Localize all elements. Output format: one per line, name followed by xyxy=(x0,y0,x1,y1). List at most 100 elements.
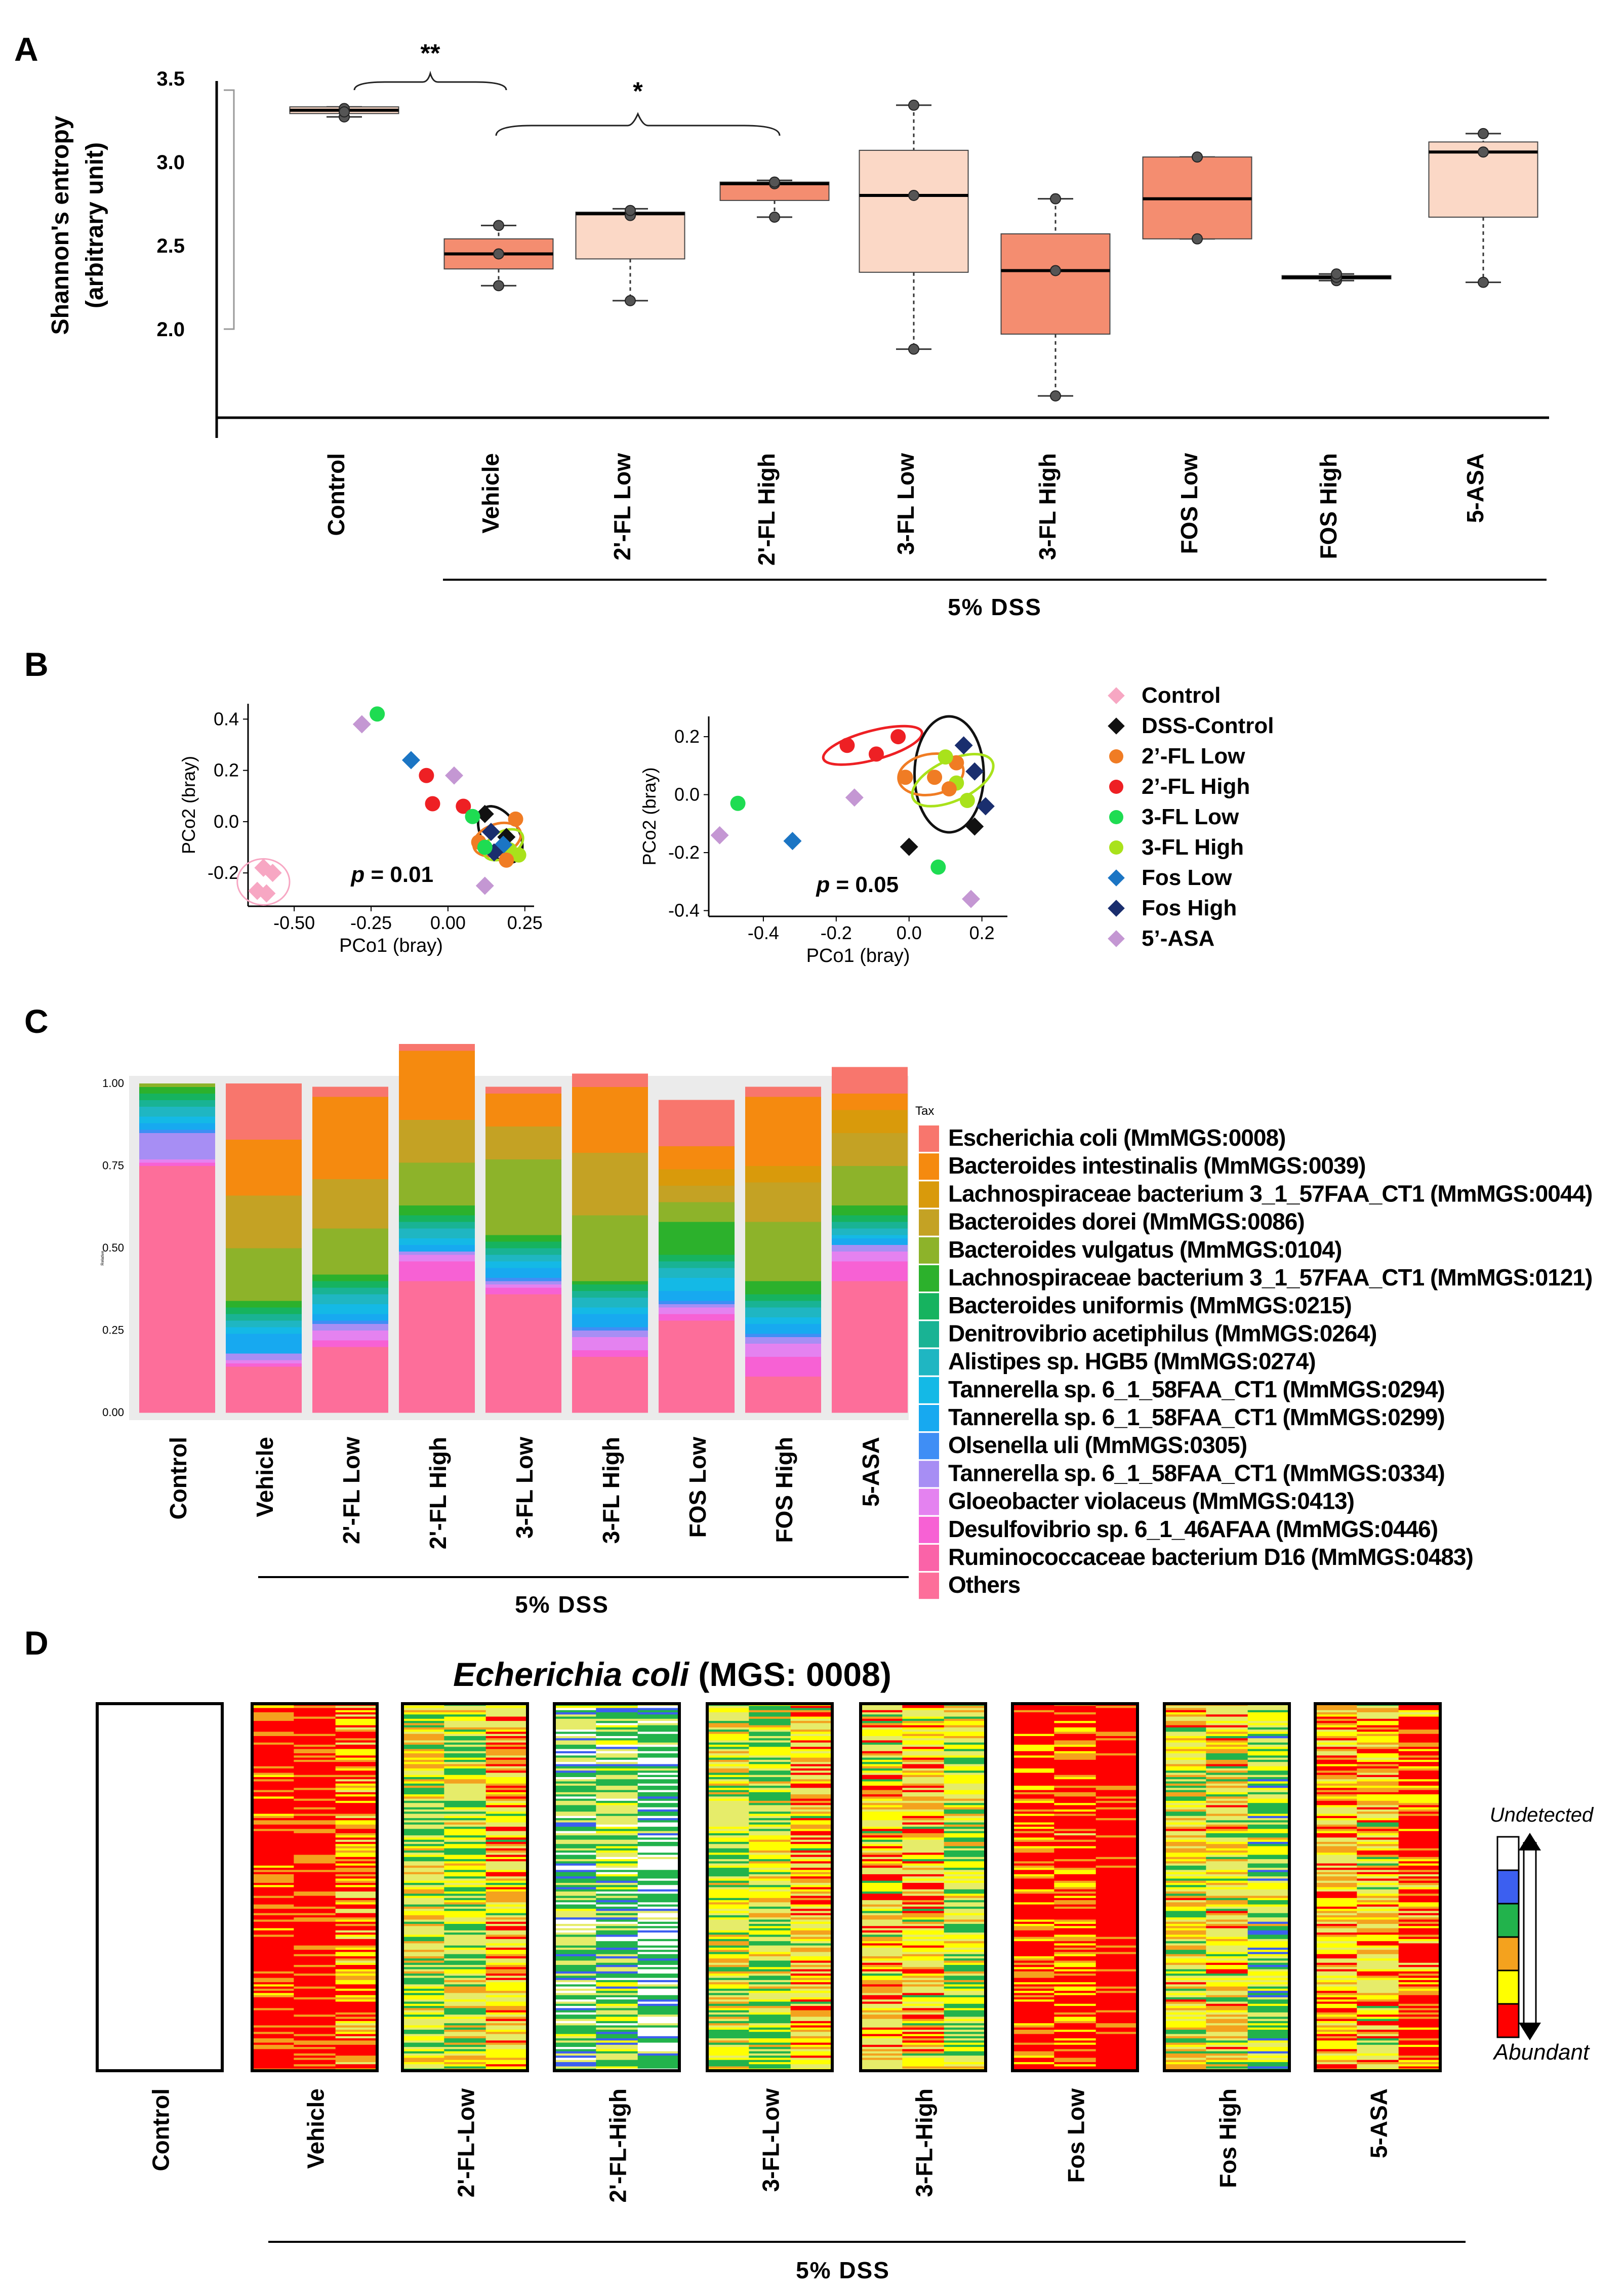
bar-segment-lachnospiraceae-bacterium-3-1-57faa-ct1-mmmgs-0121 xyxy=(832,1205,908,1216)
heatmap-cell xyxy=(1012,2001,1054,2004)
heatmap-cell xyxy=(944,1716,986,1719)
heatmap-cell xyxy=(294,1792,336,1795)
heatmap-cell xyxy=(1247,1742,1290,1745)
heatmap-cell xyxy=(252,2053,294,2056)
heatmap-cell xyxy=(1206,1969,1248,1972)
heatmap-cell xyxy=(861,1736,903,1739)
heatmap-cell xyxy=(707,1939,749,1942)
heatmap-cell xyxy=(944,1887,986,1890)
heatmap-cell xyxy=(707,1891,749,1894)
heatmap-cell xyxy=(485,1729,528,1733)
heatmap-cell xyxy=(252,1904,294,1907)
heatmap-cell xyxy=(1206,1971,1248,1974)
heatmap-cell xyxy=(1315,2003,1357,2006)
heatmap-cell xyxy=(335,1796,378,1799)
heatmap-cell xyxy=(1315,1768,1357,1771)
heatmap-cell xyxy=(402,1807,444,1810)
heatmap-cell xyxy=(1095,1917,1138,1920)
heatmap-cell xyxy=(1247,2038,1290,2041)
heatmap-cell xyxy=(707,1919,749,1922)
bar-segment-denitrovibrio-acetiphilus-mmmgs-0264 xyxy=(572,1291,648,1298)
heatmap-cell xyxy=(790,1844,833,1847)
heatmap-cell xyxy=(1398,1874,1441,1877)
heatmap-cell xyxy=(402,1960,444,1963)
heatmap-cell xyxy=(790,1991,833,1994)
heatmap-cell xyxy=(1012,1794,1054,1797)
heatmap-cell xyxy=(1012,1870,1054,1873)
heatmap-cell xyxy=(252,1855,294,1858)
heatmap-cell xyxy=(1054,1714,1097,1717)
heatmap-cell xyxy=(1012,1937,1054,1940)
heatmap-cell xyxy=(485,2038,528,2041)
heatmap-cell xyxy=(790,1827,833,1829)
box-fos-low xyxy=(1142,151,1252,245)
heatmap-cell xyxy=(335,1954,378,1957)
heatmap-cell xyxy=(485,1710,528,1713)
heatmap-cell xyxy=(1398,1794,1441,1797)
heatmap-cell xyxy=(444,1770,486,1774)
heatmap-cell xyxy=(1357,1954,1399,1957)
heatmap-cell xyxy=(596,1984,638,1987)
heatmap-cell xyxy=(861,1870,903,1873)
heatmap-cell xyxy=(944,1850,986,1853)
heatmap-cell xyxy=(485,1839,528,1842)
heatmap-cell xyxy=(485,1950,528,1953)
heatmap-cell xyxy=(335,2064,378,2067)
bar-segment-olsenella-uli-mmmgs-0305 xyxy=(485,1277,561,1281)
heatmap-cell xyxy=(944,1816,986,1819)
legend-swatch xyxy=(919,1433,939,1460)
heatmap-cell xyxy=(402,1943,444,1946)
heatmap-cell xyxy=(1095,1924,1138,1926)
heatmap-cell xyxy=(1164,1714,1206,1717)
heatmap-cell xyxy=(902,1991,945,1994)
p-symbol: p xyxy=(350,862,364,887)
heatmap-cell xyxy=(1247,1965,1290,1967)
heatmap-cell xyxy=(707,1921,749,1924)
x-tick-label: 5-ASA xyxy=(1366,2088,1392,2158)
heatmap-cell xyxy=(444,1999,486,2002)
heatmap-cell xyxy=(1398,1995,1441,1998)
point-5-asa xyxy=(710,826,729,844)
heatmap-cell xyxy=(902,2032,945,2035)
heatmap-cell xyxy=(1247,2029,1290,2032)
heatmap-cell xyxy=(1398,1800,1441,1803)
heatmap-cell xyxy=(707,1706,749,1709)
heatmap-cell xyxy=(485,1725,528,1728)
heatmap-cell xyxy=(749,1740,791,1743)
heatmap-cell xyxy=(637,1764,680,1767)
bar-segment-denitrovibrio-acetiphilus-mmmgs-0264 xyxy=(399,1222,475,1229)
heatmap-cell xyxy=(1206,2044,1248,2047)
heatmap-cell xyxy=(402,1839,444,1842)
heatmap-cell xyxy=(749,1921,791,1924)
heatmap-cell xyxy=(1315,2047,1357,2049)
heatmap-cell xyxy=(402,1798,444,1801)
bar-segment-lachnospiraceae-bacterium-3-1-57faa-ct1-mmmgs-0121 xyxy=(399,1205,475,1216)
heatmap-cell xyxy=(944,1811,986,1815)
heatmap-cell xyxy=(335,1848,378,1851)
bar-segment-denitrovibrio-acetiphilus-mmmgs-0264 xyxy=(659,1261,735,1268)
heatmap-cell xyxy=(1054,1885,1097,1888)
heatmap-cell xyxy=(1012,2064,1054,2067)
heatmap-cell xyxy=(861,1978,903,1981)
legend-swatch xyxy=(919,1405,939,1431)
legend-label: Tannerella sp. 6_1_58FAA_CT1 (MmMGS:0299… xyxy=(948,1404,1445,1430)
heatmap-cell xyxy=(485,1757,528,1760)
heatmap-cell xyxy=(637,1846,680,1849)
y-axis-title: Relative xyxy=(100,1251,105,1265)
heatmap-cell xyxy=(294,1796,336,1799)
heatmap-cell xyxy=(1164,1924,1206,1926)
heatmap-cell xyxy=(1095,2053,1138,2056)
heatmap-cell xyxy=(294,1839,336,1842)
heatmap-cell xyxy=(1206,1807,1248,1810)
heatmap-cell xyxy=(1206,1736,1248,1739)
heatmap-cell xyxy=(1357,2027,1399,2030)
heatmap-column-2-fl-low xyxy=(401,1702,529,2072)
heatmap-cell xyxy=(485,1816,528,1819)
heatmap-cell xyxy=(1398,1935,1441,1938)
heatmap-cell xyxy=(1206,1965,1248,1967)
heatmap-cell xyxy=(861,1773,903,1776)
heatmap-cell xyxy=(637,1855,680,1858)
heatmap-cell xyxy=(596,1982,638,1985)
box-3-fl-high xyxy=(1000,193,1111,401)
heatmap-cell xyxy=(1164,1986,1206,1989)
